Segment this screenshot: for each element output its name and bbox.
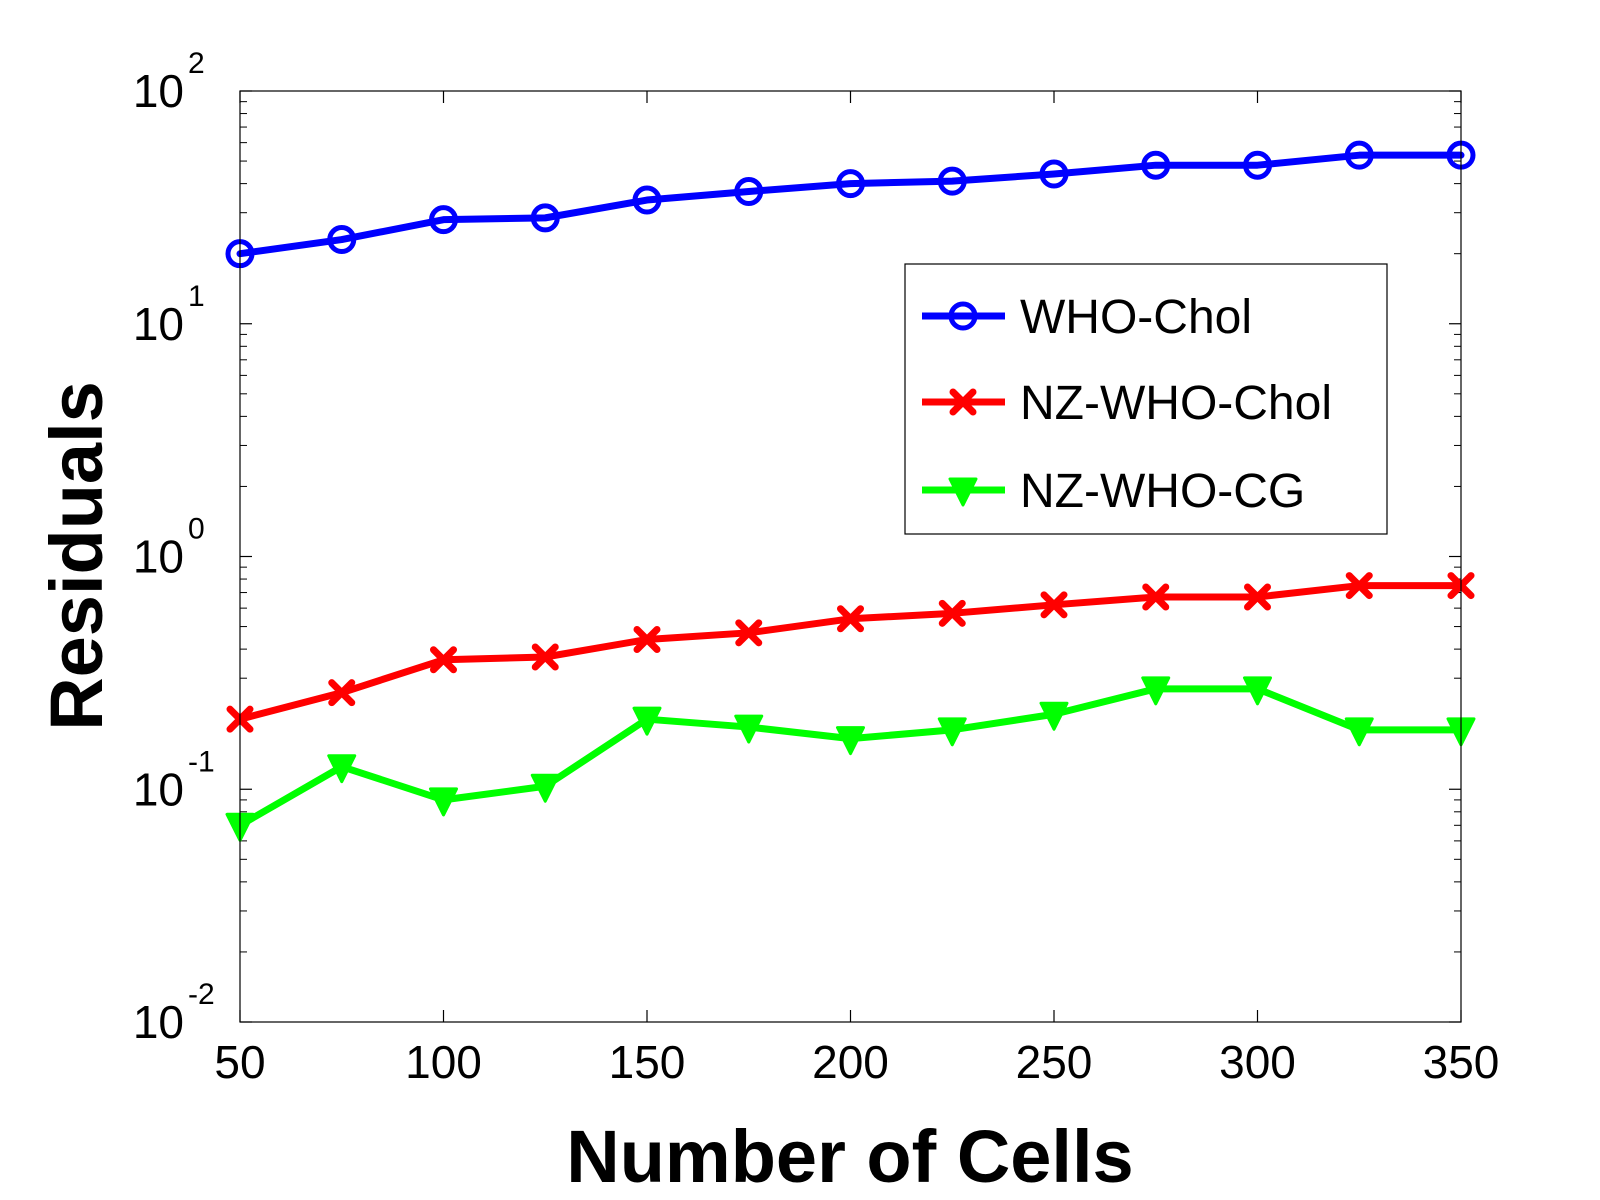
data-point [530, 773, 560, 803]
data-point [632, 706, 662, 736]
series-who-chol [225, 140, 1476, 269]
data-point [1039, 159, 1069, 189]
data-point [837, 605, 864, 633]
data-point [937, 166, 967, 196]
data-point [836, 726, 865, 756]
x-tick-label: 100 [405, 1036, 482, 1088]
x-tick-labels: 50 100 150 200 250 300 350 [214, 1036, 1499, 1088]
y-axis-title: Residuals [35, 381, 118, 731]
y-tick-label: 10 [133, 996, 184, 1048]
x-tick-label: 350 [1423, 1036, 1500, 1088]
data-point [937, 717, 967, 747]
series-nz-who-chol [226, 572, 1475, 733]
data-point [836, 169, 865, 199]
y-tick-label: 10 [133, 298, 184, 350]
legend: WHO-Chol NZ-WHO-Chol NZ-WHO-CG [904, 263, 1388, 535]
data-point [429, 787, 458, 817]
data-point [633, 625, 661, 653]
data-point [1141, 676, 1171, 706]
y-tick-label: 10 [133, 531, 184, 583]
data-point [1040, 591, 1068, 619]
legend-entry: NZ-WHO-Chol [922, 377, 1332, 430]
series-line [236, 151, 1465, 258]
data-point [1142, 583, 1170, 611]
data-point [1243, 150, 1272, 180]
x-axis-title: Number of Cells [566, 1115, 1133, 1198]
y-tick-label: 10 [133, 65, 184, 117]
data-point [1244, 583, 1271, 611]
y-tick-exponent: 1 [188, 280, 205, 313]
data-point [531, 643, 559, 671]
y-tick-label: 10 [133, 763, 184, 815]
legend-label: WHO-Chol [1020, 291, 1252, 344]
data-point [530, 203, 560, 233]
y-tick-exponent: -1 [188, 745, 215, 778]
data-point [1243, 676, 1272, 706]
legend-label: NZ-WHO-Chol [1020, 377, 1332, 430]
data-point [1345, 572, 1373, 600]
data-point [734, 714, 764, 744]
series-layer [225, 140, 1476, 842]
data-point [328, 679, 356, 707]
data-point [734, 177, 764, 207]
data-point [735, 619, 763, 647]
legend-entry: NZ-WHO-CG [922, 465, 1305, 518]
data-point [1141, 150, 1171, 180]
x-tick-label: 200 [812, 1036, 889, 1088]
legend-swatch-marker [948, 301, 978, 331]
x-tick-label: 250 [1016, 1036, 1093, 1088]
plot-area-frame [239, 90, 1462, 1023]
data-point [938, 599, 966, 627]
data-point [430, 646, 457, 674]
legend-label: NZ-WHO-CG [1020, 465, 1305, 518]
data-point [327, 754, 357, 784]
x-tick-label: 50 [214, 1036, 265, 1088]
data-point [632, 185, 662, 215]
y-tick-exponent: -2 [188, 978, 215, 1011]
legend-entry: WHO-Chol [922, 291, 1252, 344]
data-point [327, 225, 357, 255]
data-point [1039, 701, 1069, 731]
data-point [429, 205, 458, 235]
data-point [1344, 717, 1374, 747]
legend-swatch-marker [948, 477, 978, 507]
x-tick-label: 300 [1219, 1036, 1296, 1088]
legend-swatch-marker [949, 388, 977, 416]
x-tick-label: 150 [609, 1036, 686, 1088]
y-tick-exponent: 0 [188, 513, 205, 546]
data-point [1344, 140, 1374, 170]
y-tick-exponent: 2 [188, 47, 205, 80]
